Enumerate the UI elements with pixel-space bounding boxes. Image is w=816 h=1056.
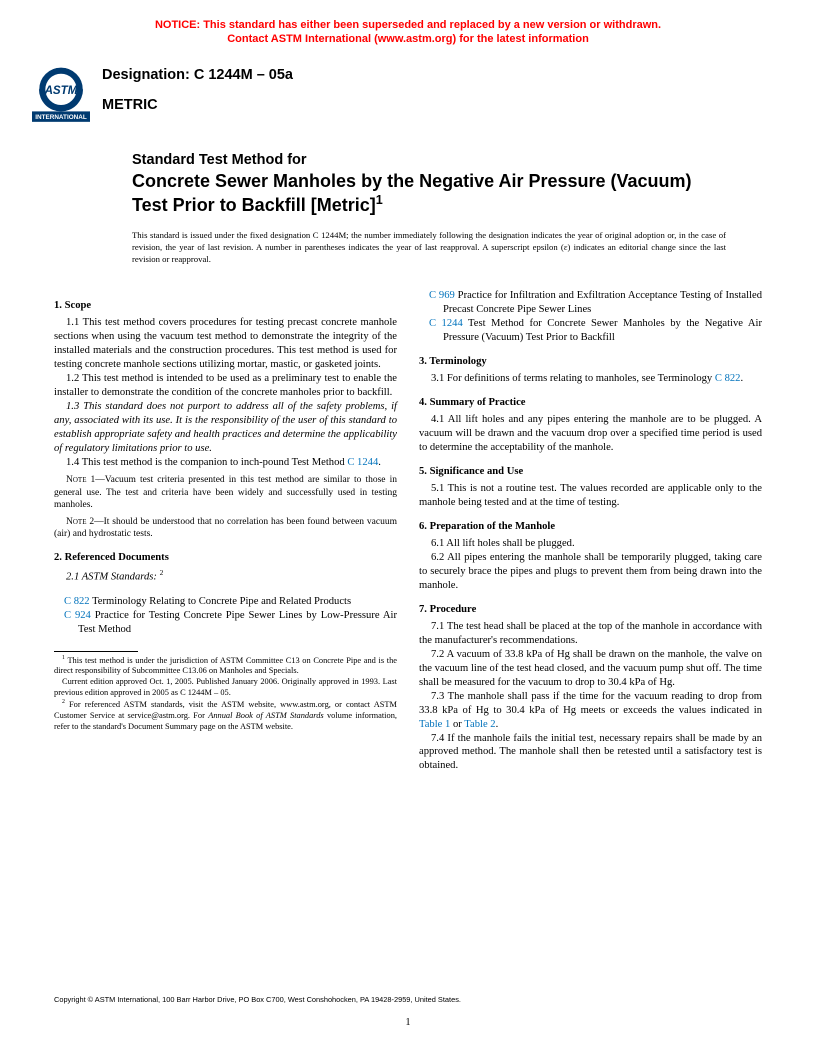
notice-line2: Contact ASTM International (www.astm.org… — [227, 33, 589, 45]
ref-c1244-text: Test Method for Concrete Sewer Manholes … — [443, 318, 762, 343]
body-columns: 1. Scope 1.1 This test method covers pro… — [0, 265, 816, 773]
para-6-2: 6.2 All pipes entering the manhole shall… — [419, 551, 762, 593]
ref-c822: C 822 Terminology Relating to Concrete P… — [54, 595, 397, 609]
section-3-head: 3. Terminology — [419, 355, 762, 369]
title-block: Standard Test Method for Concrete Sewer … — [0, 123, 816, 217]
section-7-head: 7. Procedure — [419, 603, 762, 617]
link-c924[interactable]: C 924 — [64, 610, 91, 621]
para-1-2: 1.2 This test method is intended to be u… — [54, 372, 397, 400]
note-1: Note 1—Vacuum test criteria presented in… — [54, 474, 397, 512]
link-c1244-ref[interactable]: C 1244 — [429, 318, 463, 329]
footnote-2-it: Annual Book of ASTM Standards — [208, 711, 323, 720]
para-4-1: 4.1 All lift holes and any pipes enterin… — [419, 413, 762, 455]
para-1-4: 1.4 This test method is the companion to… — [54, 456, 397, 470]
section-6-head: 6. Preparation of the Manhole — [419, 520, 762, 534]
ref-c969: C 969 Practice for Infiltration and Exfi… — [419, 289, 762, 317]
para-6-1: 6.1 All lift holes shall be plugged. — [419, 537, 762, 551]
title-superscript: 1 — [376, 193, 383, 207]
link-table-1[interactable]: Table 1 — [419, 719, 450, 730]
note-1-text: 1—Vacuum test criteria presented in this… — [54, 475, 397, 510]
footnote-1b: Current edition approved Oct. 1, 2005. P… — [54, 677, 397, 699]
para-3-1: 3.1 For definitions of terms relating to… — [419, 372, 762, 386]
para-7-4: 7.4 If the manhole fails the initial tes… — [419, 732, 762, 774]
notice-banner: NOTICE: This standard has either been su… — [0, 0, 816, 47]
issuance-note: This standard is issued under the fixed … — [0, 216, 816, 265]
note-2: Note 2—It should be understood that no c… — [54, 516, 397, 541]
para-3-1-a: 3.1 For definitions of terms relating to… — [431, 373, 715, 384]
section-2-head: 2. Referenced Documents — [54, 551, 397, 565]
copyright-line: Copyright © ASTM International, 100 Barr… — [54, 995, 762, 1004]
ref-c924: C 924 Practice for Testing Concrete Pipe… — [54, 609, 397, 637]
ref-c822-text: Terminology Relating to Concrete Pipe an… — [90, 596, 352, 607]
para-3-1-b: . — [740, 373, 743, 384]
svg-text:INTERNATIONAL: INTERNATIONAL — [35, 114, 87, 121]
note-2-text: 2—It should be understood that no correl… — [54, 517, 397, 540]
link-c969[interactable]: C 969 — [429, 290, 455, 301]
title-lead: Standard Test Method for — [132, 151, 726, 171]
link-c822-inline[interactable]: C 822 — [715, 373, 741, 384]
svg-text:ASTM: ASTM — [44, 84, 78, 97]
footnote-1: 1 This test method is under the jurisdic… — [54, 655, 397, 678]
title-main-text: Concrete Sewer Manholes by the Negative … — [132, 171, 692, 215]
section-5-head: 5. Significance and Use — [419, 465, 762, 479]
ref-c969-text: Practice for Infiltration and Exfiltrati… — [443, 290, 762, 315]
para-7-3-b: . — [496, 719, 499, 730]
section-2-sup: 2 — [160, 568, 164, 577]
para-1-1: 1.1 This test method covers procedures f… — [54, 316, 397, 372]
para-1-4-a: 1.4 This test method is the companion to… — [66, 457, 347, 468]
ref-c1244: C 1244 Test Method for Concrete Sewer Ma… — [419, 317, 762, 345]
astm-logo-icon: ASTM INTERNATIONAL — [32, 65, 90, 123]
note-label-2: Note — [66, 517, 86, 527]
metric-label: METRIC — [102, 97, 293, 113]
footnote-rule — [54, 651, 138, 652]
header: ASTM INTERNATIONAL Designation: C 1244M … — [0, 47, 816, 123]
para-7-2: 7.2 A vacuum of 33.8 kPa of Hg shall be … — [419, 648, 762, 690]
para-7-1: 7.1 The test head shall be placed at the… — [419, 620, 762, 648]
designation-label: Designation: C 1244M – 05a — [102, 67, 293, 83]
footnote-1-text: This test method is under the jurisdicti… — [54, 655, 397, 675]
page-number: 1 — [0, 1017, 816, 1028]
title-main: Concrete Sewer Manholes by the Negative … — [132, 170, 726, 216]
para-7-3-a: 7.3 The manhole shall pass if the time f… — [419, 691, 762, 716]
section-1-head: 1. Scope — [54, 299, 397, 313]
footnote-2: 2 For referenced ASTM standards, visit t… — [54, 699, 397, 733]
link-c1244[interactable]: C 1244 — [347, 457, 378, 468]
para-1-3: 1.3 This standard does not purport to ad… — [54, 400, 397, 456]
section-2-sub: 2.1 ASTM Standards: 2 — [54, 568, 397, 585]
notice-line1: NOTICE: This standard has either been su… — [155, 19, 661, 31]
note-label-1: Note — [66, 475, 86, 485]
link-table-2[interactable]: Table 2 — [464, 719, 495, 730]
para-1-4-b: . — [378, 457, 381, 468]
link-c822[interactable]: C 822 — [64, 596, 90, 607]
para-5-1: 5.1 This is not a routine test. The valu… — [419, 482, 762, 510]
para-7-3: 7.3 The manhole shall pass if the time f… — [419, 690, 762, 732]
section-4-head: 4. Summary of Practice — [419, 396, 762, 410]
section-2-sub-text: 2.1 ASTM Standards: — [66, 571, 157, 582]
ref-c924-text: Practice for Testing Concrete Pipe Sewer… — [78, 610, 397, 635]
para-7-3-mid: or — [450, 719, 464, 730]
